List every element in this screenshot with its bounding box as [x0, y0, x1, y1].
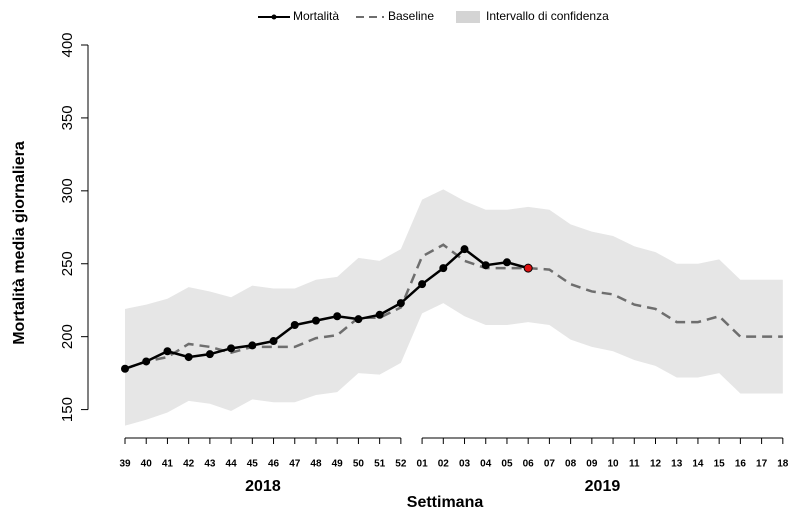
x-tick-label: 52	[395, 459, 407, 470]
x-tick-label: 43	[204, 459, 216, 470]
x-tick-label: 04	[480, 459, 492, 470]
x-tick-label: 17	[756, 459, 768, 470]
x-tick-label: 49	[332, 459, 344, 470]
y-tick-label: 200	[59, 324, 76, 349]
y-axis-label: Mortalità media giornaliera	[11, 141, 28, 345]
data-point	[396, 299, 405, 308]
legend-label: Mortalità	[293, 9, 339, 23]
x-tick-label: 15	[714, 459, 726, 470]
data-point	[184, 353, 193, 362]
data-point	[311, 316, 320, 325]
x-tick-label: 18	[777, 459, 789, 470]
x-tick-label: 09	[586, 459, 598, 470]
x-tick-label: 03	[459, 459, 471, 470]
data-point	[269, 337, 278, 346]
year-label: 2018	[245, 478, 281, 495]
series-line	[124, 243, 783, 370]
data-point	[375, 310, 384, 319]
x-tick-label: 41	[162, 459, 174, 470]
legend-label: Intervallo di confidenza	[486, 9, 609, 23]
data-point	[248, 341, 257, 350]
x-tick-label: 11	[629, 459, 640, 470]
data-point	[163, 347, 172, 356]
x-tick-label: 13	[671, 459, 683, 470]
data-point	[418, 280, 427, 289]
data-point	[460, 245, 469, 254]
x-tick-label: 07	[544, 459, 556, 470]
data-point	[333, 312, 342, 321]
x-tick-label: 47	[289, 459, 301, 470]
data-point	[290, 321, 299, 329]
legend-label: Baseline	[388, 9, 434, 23]
y-tick-label: 350	[59, 105, 76, 130]
data-point	[439, 264, 448, 273]
x-tick-label: 08	[565, 459, 577, 470]
x-tick-label: 42	[183, 459, 195, 470]
data-point	[523, 263, 533, 273]
x-tick-label: 02	[438, 459, 450, 470]
x-tick-label: 40	[141, 459, 153, 470]
legend-symbol	[456, 11, 480, 23]
x-tick-label: 44	[226, 459, 238, 470]
x-axis-label: Settimana	[407, 494, 484, 510]
x-tick-label: 01	[417, 459, 429, 470]
y-tick-label: 150	[59, 397, 76, 422]
x-tick-label: 50	[353, 459, 365, 470]
confidence-band	[125, 189, 783, 426]
x-tick-label: 14	[692, 459, 704, 470]
data-point	[481, 261, 490, 270]
x-tick-label: 39	[119, 459, 131, 470]
data-point	[502, 258, 511, 267]
data-point	[227, 344, 236, 353]
data-point	[205, 350, 214, 359]
x-tick-label: 05	[501, 459, 513, 470]
legend-symbol	[271, 14, 277, 20]
x-tick-label: 51	[374, 459, 386, 470]
data-point	[121, 364, 129, 373]
y-tick-label: 300	[59, 178, 76, 203]
x-tick-label: 45	[247, 459, 259, 470]
x-tick-label: 06	[523, 459, 535, 470]
x-tick-label: 10	[607, 459, 619, 470]
x-tick-label: 48	[310, 459, 322, 470]
y-tick-label: 250	[59, 251, 76, 276]
x-tick-label: 16	[735, 459, 747, 470]
year-label: 2019	[585, 478, 621, 495]
data-point	[354, 315, 363, 324]
x-tick-label: 46	[268, 459, 280, 470]
y-tick-label: 400	[59, 32, 76, 57]
x-tick-label: 12	[650, 459, 662, 470]
data-point	[142, 357, 151, 366]
